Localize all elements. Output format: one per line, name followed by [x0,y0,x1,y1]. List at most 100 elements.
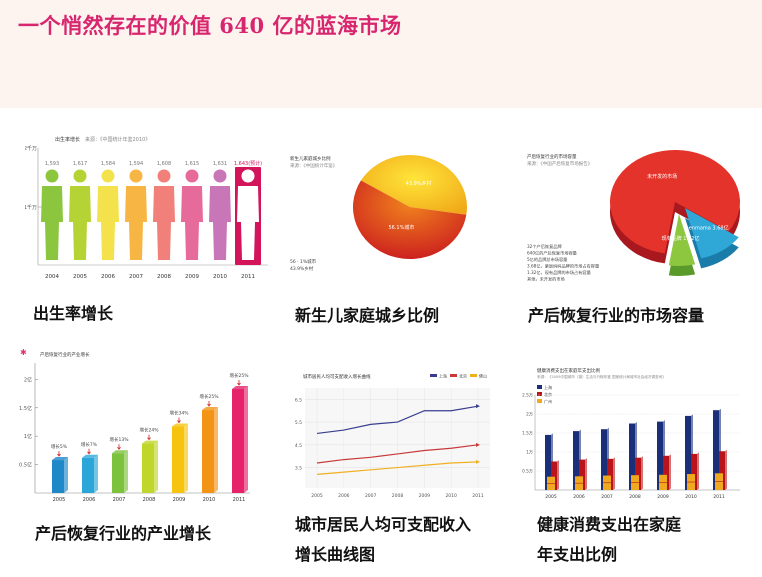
person-body [237,186,259,260]
x-tick-label: 2006 [101,274,115,280]
person-body [209,186,231,260]
x-tick-label: 2005 [311,493,323,499]
birth-rate-chart: 出生率增长 来源：《中国统计年鉴2010》 2千万 1千万 1,593 2004 1,617… [25,136,268,280]
person-bar [181,169,203,260]
bar [52,457,68,493]
note-text: 1.32亿，现有品牌的市场占有容量 [527,269,591,276]
person-head [241,169,255,183]
person-bar [41,169,63,260]
bar-front [202,410,214,493]
caption-industry-growth: 产后恢复行业的产业增长 [35,524,212,543]
bar-side [641,456,643,490]
bar [551,461,557,490]
person-head [157,169,171,183]
caption-market-capacity: 产后恢复行业的市场容量 [528,306,705,325]
chart-title: 产后恢复行业的市场容量 [527,153,577,160]
y-tick-label: 1.5亿 [19,405,32,412]
x-tick-label: 2007 [129,274,143,280]
header-band [0,0,762,108]
bar [202,407,218,493]
data-label: 1,643(预计) [234,160,262,167]
legend-entry: 43.9%乡村 [290,265,314,272]
bar-top [82,454,98,458]
person-head [185,169,199,183]
legend-entry: 上海 [439,373,447,379]
data-label: 增长25% [199,393,219,400]
x-tick-label: 2009 [185,274,199,280]
note-text: 其他，未开发的市场 [527,276,565,283]
legend-entry: 56 · 1%城市 [290,258,317,265]
x-tick-label: 2007 [365,493,377,499]
person-head [129,169,143,183]
bar-side [184,423,188,493]
bar-side [557,460,559,490]
slice-label: 43.9%乡村 [406,180,432,187]
growth-arrow [237,380,241,386]
chart-title: 出生率增长 [55,136,80,143]
data-label: 增长24% [139,427,159,434]
growth-arrow [117,444,121,450]
data-label: 1,631 [213,161,227,167]
data-label: 增长7% [81,441,98,448]
y-tick-label: 1亿 [24,433,32,440]
y-tick-label: 2万 [526,412,533,418]
bar-front [52,460,64,493]
bar [579,459,585,490]
caption-birth-rate: 出生率增长 [33,304,114,323]
x-tick-label: 2009 [657,494,669,500]
x-tick-label: 2004 [45,274,59,280]
bar [142,440,158,493]
x-tick-label: 2005 [73,274,87,280]
slice-label: 56.1%城市 [388,224,414,231]
bar-side [214,407,218,493]
data-label: 增长34% [169,410,189,417]
bar-top [232,386,248,390]
chart-source: 来源：《中国统计年鉴2010》 [85,136,150,143]
series-line [316,405,479,435]
bar [719,451,725,490]
series-arrow [476,442,480,447]
x-tick-label: 2010 [213,274,227,280]
person-bar [153,169,175,260]
growth-arrow [207,401,211,407]
bar-side [124,450,128,493]
data-label: 增长5% [51,443,68,450]
x-tick-label: 2006 [83,497,96,503]
x-tick-label: 2011 [472,493,484,499]
bar [685,415,691,490]
note-text: 5亿的品牌总市场容量 [527,256,567,263]
data-label: 1,617 [73,161,87,167]
bar [713,410,719,490]
series-line [316,444,479,464]
pie-slice [610,150,740,254]
income-growth-line-chart: 城市居民人均可支配收入增长曲线 上海 北京 佛山 6.5 5.5 4.5 3.5 2005 200… [295,373,490,499]
x-tick-label: 2011 [713,494,725,500]
pie-slice [685,208,739,259]
person-head [45,169,59,183]
person-head [101,169,115,183]
caption-income-line2: 增长曲线图 [295,545,376,564]
bar-top [172,423,188,427]
note-text: 3.68亿，紫辰妈妈品牌的市场占有容量 [527,263,599,270]
industry-growth-chart: ✱ 产后恢复行业的产业增长 2亿 1.5亿 1亿 0.5亿 增长5% 2005 增长7% 2006… [19,348,250,503]
x-tick-label: 2009 [173,497,186,503]
bar-top [112,450,128,454]
x-tick-label: 2010 [203,497,216,503]
legend-entry: 上海 [544,384,552,390]
chart-source: 来源：《中国产后恢复市场报告》 [527,160,592,167]
series-line [316,461,479,475]
caption-income-line1: 城市居民人均可支配收入 [295,515,472,534]
data-label: 增长25% [229,372,249,379]
y-tick-label: 1.5万 [522,431,533,437]
person-head [73,169,87,183]
y-tick-label: 1千万 [25,204,37,211]
bar-side [154,440,158,493]
y-tick-label: 0.5亿 [19,462,32,469]
bar-front [172,426,184,493]
x-tick-label: 2008 [629,494,641,500]
growth-arrow [57,451,61,457]
person-body [41,186,63,260]
